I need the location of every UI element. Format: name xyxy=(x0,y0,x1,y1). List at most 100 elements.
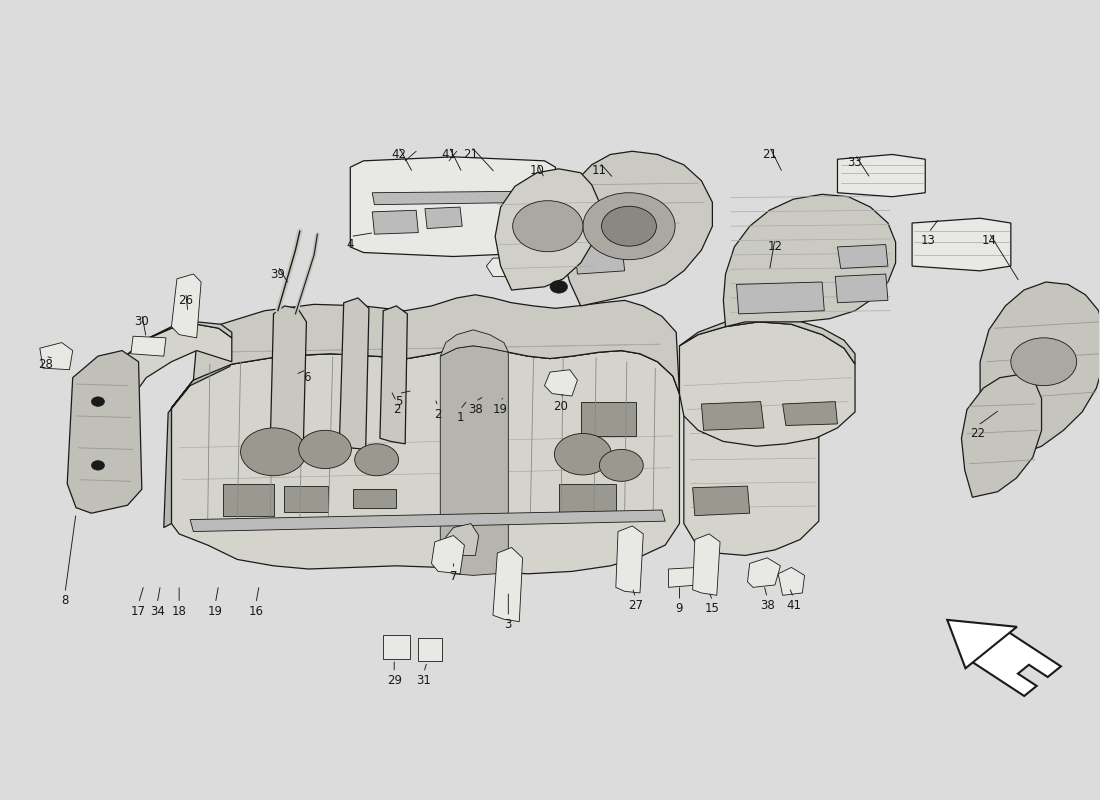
Polygon shape xyxy=(425,207,462,229)
Text: 6: 6 xyxy=(302,371,310,384)
Text: 30: 30 xyxy=(134,315,150,328)
Text: 21: 21 xyxy=(463,148,478,161)
Polygon shape xyxy=(737,282,824,314)
Circle shape xyxy=(1011,338,1077,386)
Polygon shape xyxy=(693,534,720,595)
Polygon shape xyxy=(172,274,201,338)
Polygon shape xyxy=(980,282,1100,456)
Polygon shape xyxy=(352,490,396,508)
Polygon shape xyxy=(372,210,418,234)
Text: 17: 17 xyxy=(131,605,146,618)
Polygon shape xyxy=(574,239,625,274)
Polygon shape xyxy=(431,535,464,574)
Polygon shape xyxy=(223,484,274,515)
Text: 7: 7 xyxy=(450,570,458,583)
Text: 19: 19 xyxy=(208,605,223,618)
Polygon shape xyxy=(486,258,522,277)
Polygon shape xyxy=(559,151,713,306)
Text: 38: 38 xyxy=(468,403,483,416)
Polygon shape xyxy=(40,342,73,370)
Circle shape xyxy=(513,201,583,252)
Text: 4: 4 xyxy=(346,238,354,251)
Polygon shape xyxy=(172,334,680,408)
Polygon shape xyxy=(190,510,666,531)
Polygon shape xyxy=(693,486,750,515)
Polygon shape xyxy=(684,322,818,370)
Polygon shape xyxy=(194,294,680,394)
Circle shape xyxy=(602,206,657,246)
Circle shape xyxy=(91,461,104,470)
Polygon shape xyxy=(350,157,556,257)
Polygon shape xyxy=(544,370,578,396)
Polygon shape xyxy=(970,631,1060,696)
Polygon shape xyxy=(748,558,780,587)
Polygon shape xyxy=(164,362,232,527)
Polygon shape xyxy=(684,324,818,555)
Text: 38: 38 xyxy=(760,599,774,612)
Text: 11: 11 xyxy=(592,164,607,177)
Text: 15: 15 xyxy=(705,602,719,615)
Polygon shape xyxy=(440,330,508,356)
Polygon shape xyxy=(339,298,369,450)
Text: 22: 22 xyxy=(970,427,986,440)
Polygon shape xyxy=(961,374,1042,498)
Text: 41: 41 xyxy=(441,148,456,161)
Polygon shape xyxy=(835,274,888,302)
Polygon shape xyxy=(724,194,895,326)
Text: 12: 12 xyxy=(768,241,782,254)
Circle shape xyxy=(600,450,643,482)
Polygon shape xyxy=(383,635,409,659)
Polygon shape xyxy=(778,567,804,595)
Text: 31: 31 xyxy=(417,674,431,687)
Polygon shape xyxy=(379,306,407,444)
Polygon shape xyxy=(131,336,166,356)
Text: 39: 39 xyxy=(271,267,285,281)
Polygon shape xyxy=(117,322,232,364)
Text: 14: 14 xyxy=(981,234,997,247)
Polygon shape xyxy=(669,567,698,587)
Polygon shape xyxy=(616,526,644,593)
Polygon shape xyxy=(581,402,636,436)
Polygon shape xyxy=(912,218,1011,271)
Circle shape xyxy=(554,434,612,475)
Polygon shape xyxy=(372,191,539,205)
Text: 41: 41 xyxy=(786,599,801,612)
Polygon shape xyxy=(495,169,600,290)
Polygon shape xyxy=(285,486,329,512)
Text: 21: 21 xyxy=(762,148,777,161)
Text: 20: 20 xyxy=(553,400,569,413)
Polygon shape xyxy=(172,346,680,574)
Polygon shape xyxy=(493,547,522,622)
Text: 13: 13 xyxy=(921,234,936,247)
Polygon shape xyxy=(782,402,837,426)
Text: 5: 5 xyxy=(395,395,403,408)
Circle shape xyxy=(299,430,351,469)
Text: 2: 2 xyxy=(393,403,400,416)
Circle shape xyxy=(91,397,104,406)
Polygon shape xyxy=(702,402,761,434)
Polygon shape xyxy=(67,350,142,514)
Polygon shape xyxy=(117,324,232,502)
Polygon shape xyxy=(680,316,855,364)
Text: 27: 27 xyxy=(628,599,643,612)
Text: 10: 10 xyxy=(529,164,544,177)
Text: 29: 29 xyxy=(387,674,402,687)
Text: eurospares: eurospares xyxy=(441,381,659,419)
Text: 8: 8 xyxy=(62,594,68,607)
Polygon shape xyxy=(837,154,925,197)
Text: 3: 3 xyxy=(505,618,512,631)
Polygon shape xyxy=(559,484,616,515)
Polygon shape xyxy=(837,245,888,269)
Polygon shape xyxy=(446,523,478,555)
Polygon shape xyxy=(440,346,508,575)
Polygon shape xyxy=(680,322,855,446)
Text: 16: 16 xyxy=(249,605,263,618)
Circle shape xyxy=(354,444,398,476)
Text: 33: 33 xyxy=(848,156,862,169)
Text: 19: 19 xyxy=(493,403,508,416)
Text: 26: 26 xyxy=(178,294,194,307)
Text: 2: 2 xyxy=(434,408,442,421)
Polygon shape xyxy=(947,620,1016,668)
Text: 42: 42 xyxy=(392,148,406,161)
Text: 18: 18 xyxy=(172,605,187,618)
